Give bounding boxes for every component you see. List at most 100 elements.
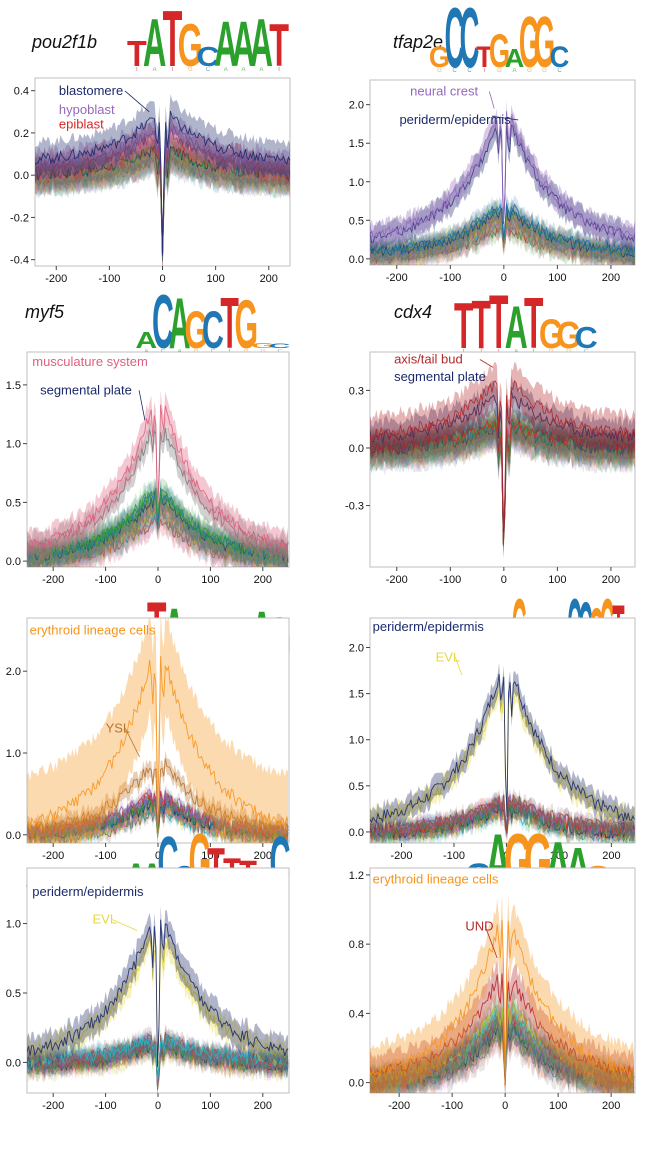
motif-letter: T [476,41,493,74]
series-line-background [370,794,635,835]
motif-letter-minor: T [483,68,487,74]
y-tick-label: 0.5 [349,781,364,793]
series-band [370,791,635,843]
y-tick-label: -0.4 [10,255,29,267]
series-line-background [370,1002,635,1084]
series-line-erythroid-lineage-cells [27,655,289,830]
motif-letter: T [524,283,543,363]
series-band [27,750,288,843]
plot-area [27,618,289,843]
y-tick-label: 0.0 [6,1057,21,1069]
annotation-leader [112,919,138,931]
y-tick-label: 1.0 [349,735,364,747]
motif-letter-minor: G [527,68,532,74]
x-tick-label: -100 [439,272,461,284]
motif-letter: C [550,41,570,74]
series-line-background [27,1036,289,1080]
y-tick-label: 2.0 [349,100,364,112]
motif-letter: C [445,0,465,86]
motif-letter: A [505,44,525,73]
series-band [370,673,635,832]
motif-letter: C [460,0,480,86]
y-tick-label: 0.8 [349,939,364,951]
y-tick-label: 0.5 [6,497,21,509]
series-line-evl [370,682,635,824]
motif-letter: T [163,0,183,83]
y-tick-label: 0.4 [14,86,29,98]
annotation-label: segmental plate [394,369,486,384]
y-tick-label: 1.5 [349,689,364,701]
series-band [27,477,288,567]
motif-letter-minor: A [224,67,228,73]
motif-letter: G [235,287,259,363]
annotation-label: EVL [93,912,118,927]
motif-letter-minor: T [277,67,281,73]
annotation-label: periderm/epidermis [373,619,485,634]
x-tick-label: -200 [386,574,408,586]
series-line-musculature-system [27,404,289,551]
motif-letter: T [472,288,491,364]
motif-letter: A [214,8,237,80]
annotation-label: neural crest [410,83,478,98]
series-line-erythroid-lineage-cells [370,919,635,1083]
annotation-label: segmental plate [40,382,132,397]
motif-letter: G [489,25,510,78]
series-line-background [27,797,289,843]
panel-cdx4: cdx4TTTTTTAATTGGGGCC-200-10001002000.30.… [345,280,636,586]
y-tick-label: -0.3 [345,501,364,513]
panel-fev: fevCCAAGGGGAAAAGG-200-10001002001.20.80.… [349,818,636,1112]
motif-letter: T [489,280,508,365]
motif-letter: A [232,8,255,80]
x-tick-label: 0 [501,272,507,284]
annotation-label: erythroid lineage cells [373,872,499,887]
x-tick-label: 100 [201,850,219,862]
x-tick-label: 0 [155,850,161,862]
x-tick-label: 0 [502,1100,508,1112]
motif-letter: A [143,6,166,81]
annotation-leader [479,359,494,368]
annotation-leader [455,657,463,676]
y-tick-label: 0.0 [349,443,364,455]
y-tick-label: 2.0 [349,643,364,655]
y-tick-label: 0.0 [6,830,21,842]
plot-area [35,94,290,266]
motif-letter-minor: G [497,68,502,74]
x-tick-label: -100 [95,574,117,586]
motif-letter-minor: T [171,67,175,73]
x-tick-label: -100 [441,1100,463,1112]
motif-letter-minor: C [206,67,211,73]
motif-letter-minor: C [557,68,562,74]
series-band [370,990,634,1093]
series-line-background [370,203,635,257]
motif-letter-minor: A [512,68,516,74]
motif-letter-minor: C [467,68,472,74]
series-band [370,956,634,1093]
series-band [35,94,290,266]
x-tick-label: -100 [443,850,465,862]
motif-letter: G [556,314,581,356]
y-tick-label: 1.5 [349,138,364,150]
series-band [35,130,290,266]
series-band [370,800,635,843]
series-line-blastomere [35,110,290,256]
x-tick-label: 0 [501,574,507,586]
x-tick-label: 100 [201,574,219,586]
x-tick-label: 200 [602,574,620,586]
series-band [27,390,288,564]
series-band [370,795,635,843]
series-line-background [370,1029,635,1092]
motif-letter: C [152,281,174,365]
motif-letter: G [185,301,209,360]
x-tick-label: 0 [159,273,165,285]
panel-title: tfap2e [393,32,443,52]
motif-letter-minor: G [188,67,193,73]
annotation-label: periderm/epidermis [399,112,511,127]
x-tick-label: -100 [98,273,120,285]
panel-grhl1: grhl1AAAACCCCGGTTTTAAAACCCCGGGGTTTT-200-… [349,582,636,862]
annotation-label: hypoblast [59,102,115,117]
motif-letter: C [196,42,219,73]
annotation-label: musculature system [32,354,148,369]
motif-letter: A [250,6,273,81]
motif-letter-minor: T [135,67,139,73]
